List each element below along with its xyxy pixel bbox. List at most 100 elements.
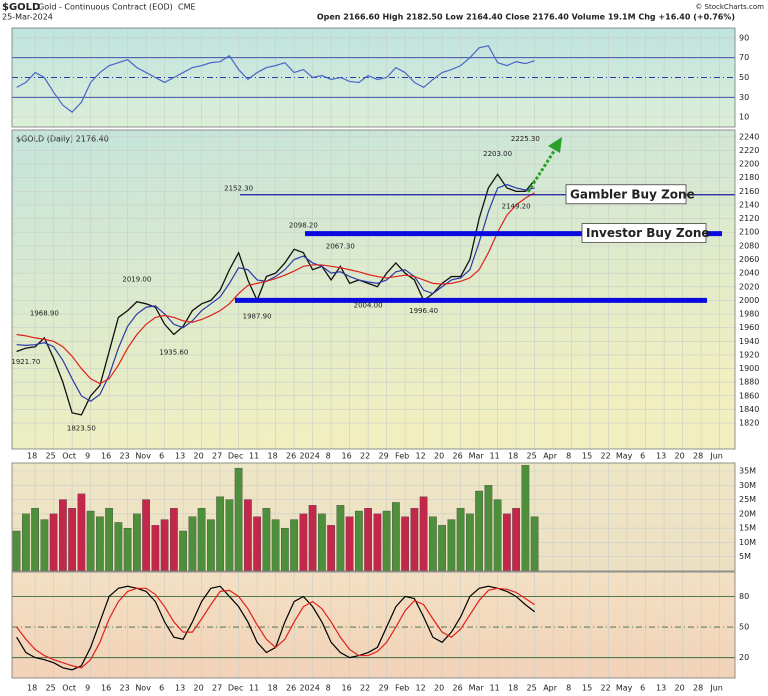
volume-bar [225,499,234,572]
x-tick-label: 18 [268,452,278,461]
volume-bar [290,519,298,572]
y-tick-label: 2140 [739,200,759,209]
y-tick-label: 2060 [739,255,759,264]
price-annotation: 2149.20 [502,203,531,211]
exchange: CME [178,3,196,12]
volume-bar [512,507,520,572]
series-line [16,192,535,385]
price-panel-title: $GOLD (Daily) 2176.40 [16,135,109,144]
y-tick-label: 2120 [739,214,759,223]
y-tick-label: 80 [739,592,749,601]
price-annotation: 1921.70 [11,358,40,366]
y-tick-label: 30M [739,481,756,490]
x-tick-label: 13 [175,684,185,693]
volume-bar [133,513,141,572]
x-tick-label: 6 [640,452,645,461]
y-tick-label: 70 [739,53,749,62]
volume-bar [142,499,150,572]
zone-label-box [581,223,707,244]
x-tick-label: 26 [286,684,296,693]
x-tick-label: 16 [342,684,352,693]
x-tick-label: 13 [656,684,666,693]
volume-bar [179,530,187,572]
x-tick-label: 25 [527,684,537,693]
volume-bar [281,527,289,572]
price-annotation: 2004.00 [354,302,383,310]
volume-bar [530,516,539,572]
x-tick-label: 26 [453,684,463,693]
volume-bar [151,525,160,572]
x-tick-label: 18 [508,452,518,461]
volume-bar [299,513,308,572]
y-tick-label: 1820 [739,419,759,428]
volume-bar [345,516,354,572]
x-tick-label: 18 [268,684,278,693]
x-tick-label: 25 [527,452,537,461]
panel-frame [11,462,736,572]
x-tick-label: Dec [228,684,243,693]
x-tick-label: 28 [693,684,703,693]
y-tick-label: 50 [739,623,749,632]
y-tick-label: 1860 [739,391,759,400]
zone-label: Investor Buy Zone [586,226,710,240]
y-tick-label: 50 [739,73,749,82]
volume-bar [429,516,437,572]
x-tick-label: 23 [120,684,130,693]
volume-bar [503,513,511,572]
x-tick-label: 13 [656,452,666,461]
volume-bar [355,510,363,572]
volume-bar [484,485,493,572]
x-tick-label: 8 [326,452,331,461]
price-annotation: 2067.30 [326,243,355,251]
volume-bar [12,530,21,572]
y-tick-label: 2040 [739,269,759,278]
volume-bar [31,507,39,572]
x-tick-label: 6 [640,684,645,693]
x-tick-label: 22 [601,684,611,693]
volume-bar [160,519,169,572]
x-tick-label: 16 [101,684,111,693]
y-tick-label: 30 [739,93,749,102]
price-annotation: 1823.50 [67,425,96,433]
volume-bar [262,507,271,572]
x-tick-label: 2024 [299,684,319,693]
x-tick-label: 15 [582,452,592,461]
x-tick-label: 18 [508,684,518,693]
series-line [16,173,536,416]
trend-arrow-head [548,137,562,153]
x-tick-label: Dec [228,452,243,461]
y-tick-label: 2180 [739,173,759,182]
x-tick-label: 8 [566,684,571,693]
volume-bar [419,496,428,572]
volume-bar [318,513,326,572]
x-tick-label: 2024 [299,452,319,461]
x-tick-label: Mar [469,684,485,693]
y-tick-label: 5M [739,552,751,561]
instrument-name: Gold - Continuous Contract (EOD) [38,3,173,12]
price-annotation: 2152.30 [224,185,253,193]
y-tick-label: 20M [739,509,756,518]
y-tick-label: 2160 [739,187,759,196]
volume-bar [475,490,483,572]
y-tick-label: 20 [739,653,749,662]
x-tick-label: Oct [62,684,76,693]
volume-bar [438,525,446,572]
price-annotation: 2203.00 [483,150,512,158]
price-annotation: 1968.90 [30,310,59,318]
x-tick-label: 11 [249,452,259,461]
x-tick-label: 6 [159,452,164,461]
volume-bar [521,465,530,572]
x-tick-label: 29 [379,684,389,693]
volume-bar [364,507,372,572]
x-tick-label: 9 [85,452,90,461]
volume-bar [493,499,502,572]
y-tick-label: 25M [739,495,756,504]
volume-bar [68,507,76,572]
series-line [16,45,535,113]
volume-bar [59,499,67,572]
x-tick-label: 26 [453,452,463,461]
volume-bar [114,522,123,572]
x-tick-label: Nov [135,684,151,693]
volume-bar [466,513,474,572]
